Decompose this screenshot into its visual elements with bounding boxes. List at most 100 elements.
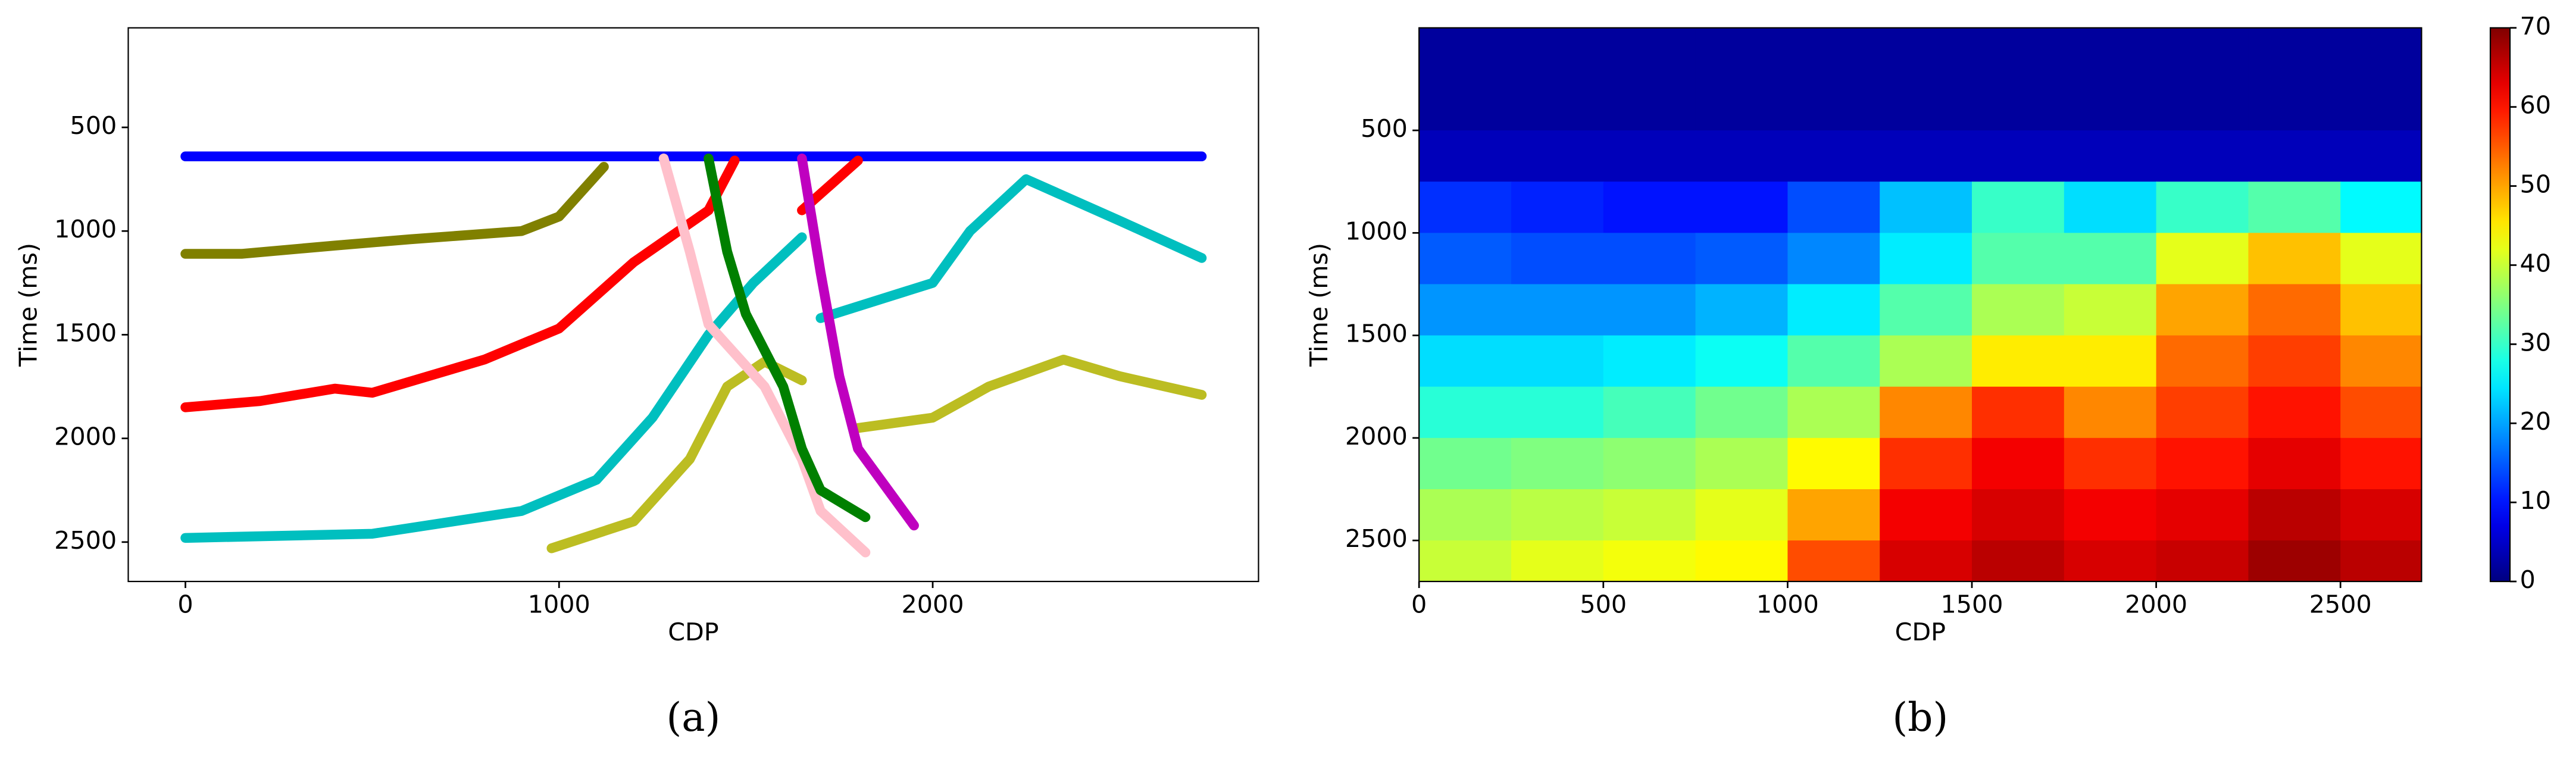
plot-area [1419,27,2422,582]
heat-cell [2248,182,2341,234]
heat-cell [1787,386,1881,439]
colorbar [2489,27,2511,583]
heat-cell [1787,27,1881,80]
heat-cell [1972,386,2065,439]
heat-cell [1695,489,1789,542]
heat-cell [1419,437,1512,490]
horizon-line [704,154,871,523]
heat-cell [1695,284,1789,336]
y-tick-label: 2500 [1345,524,1408,553]
heat-cell [2156,386,2249,439]
heat-cell [2340,489,2422,542]
heat-cell [1880,489,1973,542]
heat-cell [1419,335,1512,388]
heat-cell [2156,79,2249,132]
heat-cell [1419,182,1512,234]
heat-cell [1603,182,1696,234]
horizon-line [546,354,1207,553]
colorbar-tick-label: 0 [2520,565,2536,594]
heat-cell [1787,335,1881,388]
heat-cell [1603,27,1696,80]
heat-cell [2156,233,2249,285]
heat-cell [1972,489,2065,542]
plot-area [180,151,1207,558]
heat-cell [1972,130,2065,183]
heat-cell [2156,540,2249,582]
axes-frame [1418,27,2422,583]
colorbar-tick-label: 30 [2520,328,2552,356]
heat-cell [1511,386,1605,439]
heat-cell [2064,182,2158,234]
heat-cell [1511,284,1605,336]
heat-cell [1419,130,1512,183]
x-tick-label: 1000 [528,590,590,618]
y-axis-label: Time (ms) [14,243,42,367]
heat-cell [1419,489,1512,542]
heat-cell [2248,284,2341,336]
heat-cell [1972,284,2065,336]
heat-cell [2248,540,2341,582]
y-tick-label: 500 [70,111,117,140]
heat-cell [1695,79,1789,132]
heat-cell [2064,79,2158,132]
heat-cell [2156,489,2249,542]
heat-cell [2064,27,2158,80]
heat-cell [1880,130,1973,183]
heat-cell [1511,489,1605,542]
heat-cell [1419,386,1512,439]
heat-cell [2248,79,2341,132]
y-tick-label: 2000 [1345,422,1408,451]
heat-cell [1511,233,1605,285]
heat-cell [2064,540,2158,582]
x-tick-label: 2000 [2125,590,2187,618]
heat-cell [2156,182,2249,234]
y-tick-label: 2500 [54,526,117,555]
heat-cell [1511,130,1605,183]
heat-cell [1880,284,1973,336]
heat-cell [2340,182,2422,234]
heat-cell [1880,386,1973,439]
heat-cell [1972,233,2065,285]
heat-cell [2064,284,2158,336]
heat-cell [1972,27,2065,80]
heat-cell [1695,437,1789,490]
heat-cell [1972,335,2065,388]
heat-cell [1695,130,1789,183]
colorbar-tick-label: 10 [2520,486,2552,515]
x-axis-label: CDP [1895,618,1946,646]
panel-caption: (a) [667,695,721,740]
heat-cell [1787,79,1881,132]
heat-cell [1511,437,1605,490]
heat-cell [1419,540,1512,582]
heat-cell [2340,233,2422,285]
heat-cell [2340,540,2422,582]
heat-cell [1972,182,2065,234]
heat-cell [1511,79,1605,132]
heat-cell [1603,130,1696,183]
heat-cell [1695,233,1789,285]
x-tick-label: 1500 [1941,590,2003,618]
heat-cell [2064,386,2158,439]
horizon-line [180,174,1207,543]
horizon-line [180,161,609,259]
heat-cell [1419,79,1512,132]
heat-cell [1695,386,1789,439]
x-tick-label: 2500 [2309,590,2372,618]
axes-frame [127,27,1259,583]
heat-cell [1880,27,1973,80]
panel-caption: (b) [1892,695,1948,740]
x-tick-label: 0 [177,590,193,618]
heat-cell [2248,27,2341,80]
heat-cell [1511,27,1605,80]
heat-cell [1695,335,1789,388]
heat-cell [1972,79,2065,132]
x-tick-label: 1000 [1756,590,1819,618]
heat-cell [1787,489,1881,542]
x-tick-label: 500 [1580,590,1627,618]
heat-cell [2248,489,2341,542]
y-tick-label: 1500 [54,318,117,347]
heat-cell [1603,79,1696,132]
heat-cell [2248,233,2341,285]
heat-cell [1787,540,1881,582]
heat-cell [2156,284,2249,336]
